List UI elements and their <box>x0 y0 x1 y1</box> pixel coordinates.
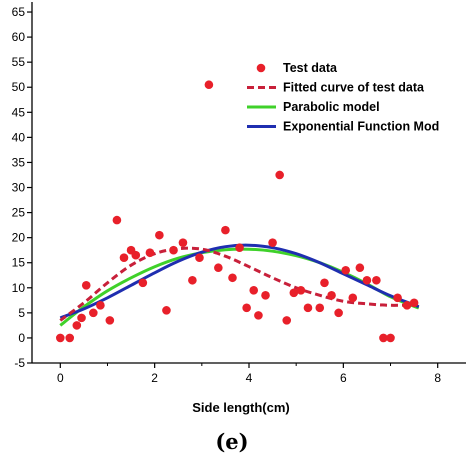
data-point <box>409 298 419 308</box>
legend-label-parabolic-model: Parabolic model <box>283 100 380 114</box>
data-point <box>221 225 230 235</box>
legend: Test data Fitted curve of test data Parabo… <box>247 61 439 134</box>
x-axis-label: Side length(cm) <box>192 400 290 415</box>
legend-label-exponential-function-mod: Exponential Function Mod <box>283 120 439 134</box>
data-point <box>89 308 98 318</box>
data-point <box>320 278 329 288</box>
legend-label-test-data: Test data <box>283 61 338 75</box>
series-line-exponential-function-mod <box>59 243 420 320</box>
y-tick-label: 15 <box>12 256 26 270</box>
data-point <box>372 275 381 285</box>
x-tick-label: 6 <box>340 371 347 385</box>
data-point <box>96 301 105 310</box>
data-point <box>393 293 402 303</box>
x-tick-label: 0 <box>57 371 64 385</box>
data-point <box>145 248 155 257</box>
data-point <box>254 311 263 320</box>
data-point <box>402 301 412 310</box>
series-line-parabolic-model <box>59 247 420 327</box>
data-point <box>204 80 214 90</box>
data-point <box>56 333 65 343</box>
plot-area: 0 2 4 6 8 -5 0 5 10 15 20 25 30 35 40 45 50 55 60 65 <box>12 2 466 385</box>
data-point <box>214 263 223 273</box>
y-tick-label: 40 <box>12 130 26 144</box>
y-tick-label: 25 <box>12 206 26 220</box>
data-point <box>195 253 204 263</box>
legend-marker-test-data <box>256 63 266 73</box>
x-tick-label: 2 <box>151 371 158 385</box>
data-point <box>65 333 75 343</box>
data-point <box>188 275 197 285</box>
y-tick-label: 30 <box>12 181 26 195</box>
x-axis-ticks: 0 2 4 6 8 <box>57 363 441 385</box>
data-point <box>138 278 148 288</box>
data-point <box>81 280 91 290</box>
data-point <box>155 230 164 240</box>
panel-label: (e) <box>215 429 248 454</box>
data-point <box>379 333 388 343</box>
data-point <box>119 253 129 263</box>
data-point <box>162 306 171 315</box>
data-point <box>334 308 343 318</box>
data-point <box>296 285 306 295</box>
data-point <box>282 316 292 325</box>
data-point <box>327 291 336 300</box>
data-point <box>72 321 82 330</box>
y-tick-label: -5 <box>14 356 25 370</box>
y-tick-label: 55 <box>12 55 26 69</box>
data-point <box>362 275 372 285</box>
data-point <box>315 303 325 313</box>
data-point <box>268 238 277 247</box>
y-tick-label: 10 <box>12 281 26 295</box>
y-tick-label: 65 <box>12 5 26 19</box>
data-point <box>355 263 365 273</box>
series-layer <box>56 80 420 343</box>
data-point <box>341 265 351 275</box>
y-tick-label: 50 <box>12 80 26 94</box>
series-line-fitted-curve-of-test-data <box>59 246 415 322</box>
data-point <box>261 291 270 300</box>
y-tick-label: 20 <box>12 231 26 245</box>
y-tick-label: 35 <box>12 155 26 169</box>
legend-label-fitted-curve-of-test-data: Fitted curve of test data <box>283 81 425 95</box>
data-point <box>249 285 259 295</box>
data-point <box>228 273 237 283</box>
data-point <box>105 316 115 325</box>
y-tick-label: 45 <box>12 105 26 119</box>
data-point <box>169 245 178 255</box>
data-point <box>275 170 284 180</box>
y-tick-label: 5 <box>18 306 25 320</box>
x-tick-label: 4 <box>246 371 253 385</box>
data-point <box>289 288 299 298</box>
y-tick-label: 60 <box>12 30 26 44</box>
y-tick-label: 0 <box>18 331 25 345</box>
data-point <box>303 303 313 313</box>
y-axis-ticks: -5 0 5 10 15 20 25 30 35 40 45 50 55 60 65 <box>12 5 32 370</box>
data-point <box>112 215 122 225</box>
data-point <box>348 293 358 303</box>
data-point <box>178 238 188 247</box>
data-point <box>242 303 251 313</box>
data-point <box>131 250 141 260</box>
data-point <box>386 333 395 343</box>
data-point <box>77 313 86 323</box>
x-tick-label: 8 <box>434 371 441 385</box>
data-point <box>235 243 244 252</box>
